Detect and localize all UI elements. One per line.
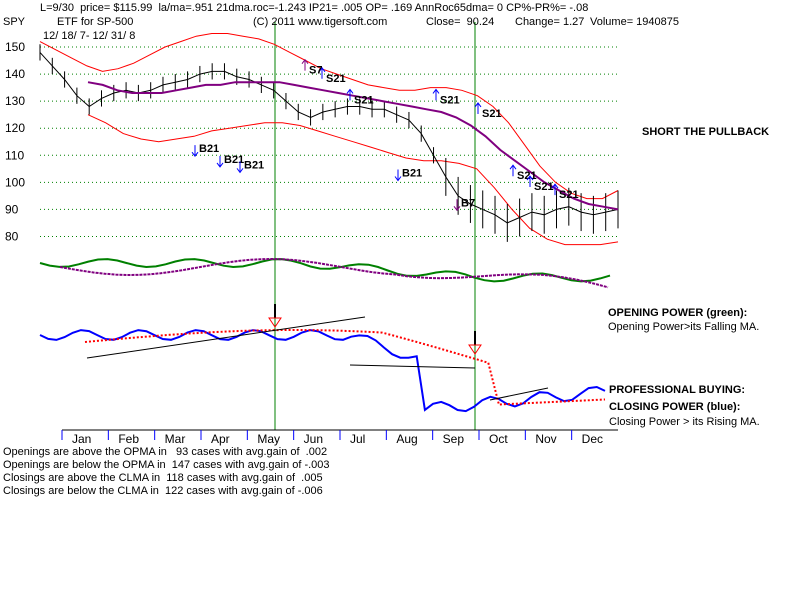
- month-label: Aug: [396, 432, 417, 446]
- sell-arrowhead-icon: [474, 102, 482, 108]
- change-readout: Change= 1.27: [515, 16, 585, 28]
- closing-power-desc: Closing Power > its Rising MA.: [609, 416, 760, 428]
- buy-arrowhead-icon: [216, 162, 224, 168]
- signal-label: S21: [354, 94, 374, 106]
- sell-arrowhead-icon: [346, 88, 354, 94]
- sell-arrowhead-icon: [509, 164, 517, 170]
- month-label: Jun: [304, 432, 323, 446]
- y-tick-label: 140: [5, 67, 25, 81]
- stats-line: Closings are above the CLMA in 118 cases…: [3, 472, 323, 484]
- etf-label: ETF for SP-500: [57, 16, 134, 28]
- trend-line: [86, 316, 366, 359]
- sell-arrowhead-icon: [318, 66, 326, 73]
- signal-label: S21: [326, 73, 346, 85]
- signal-label: S21: [517, 170, 537, 182]
- y-tick-label: 80: [5, 229, 19, 243]
- month-label: Jan: [72, 432, 91, 446]
- trend-line: [489, 387, 549, 401]
- closing-power-ma-line: [84, 329, 606, 406]
- signal-label: S21: [559, 189, 579, 201]
- upper-band-line: [39, 33, 619, 200]
- y-tick-label: 110: [5, 148, 24, 162]
- signal-label: S21: [534, 181, 554, 193]
- buy-arrowhead-icon: [394, 176, 402, 182]
- month-label: Dec: [582, 432, 603, 446]
- buy-arrowhead-icon: [191, 151, 199, 157]
- signal-label: S21: [440, 94, 460, 106]
- date-range: 12/ 18/ 7- 12/ 31/ 8: [43, 30, 136, 42]
- stats-line: Openings are above the OPMA in 93 cases …: [3, 446, 328, 458]
- opening-power-ma-line: [59, 257, 609, 289]
- signal-label: B7: [461, 197, 475, 209]
- sell-arrowhead-icon: [551, 183, 559, 189]
- y-tick-label: 120: [5, 121, 25, 135]
- stats-line: Openings are below the OPMA in 147 cases…: [3, 459, 330, 471]
- signal-label: B21: [402, 168, 422, 180]
- month-label: Oct: [489, 432, 508, 446]
- signal-label: B21: [224, 154, 244, 166]
- volume-readout: Volume= 1940875: [590, 16, 679, 28]
- professional-buying-label: PROFESSIONAL BUYING:: [609, 384, 746, 396]
- sell-arrowhead-icon: [526, 175, 534, 181]
- month-label: Sep: [443, 432, 465, 446]
- y-tick-label: 150: [5, 40, 25, 54]
- lower-band-line: [87, 114, 619, 246]
- header-line-1: L=9/30 price= $115.99 la/ma=.951 21dma.r…: [40, 2, 589, 14]
- close-readout: Close= 90.24: [426, 16, 495, 28]
- moving-average-line: [87, 81, 619, 211]
- ticker-symbol: SPY: [3, 16, 26, 28]
- signal-label: S21: [482, 108, 502, 120]
- month-label: Mar: [165, 432, 186, 446]
- y-tick-label: 130: [5, 94, 25, 108]
- month-label: Nov: [535, 432, 556, 446]
- stats-line: Closings are below the CLMA in 122 cases…: [3, 485, 323, 497]
- opening-power-title: OPENING POWER (green):: [608, 307, 748, 319]
- month-label: Feb: [118, 432, 139, 446]
- closing-power-line: [39, 329, 606, 413]
- signal-label: B21: [199, 143, 219, 155]
- month-label: May: [257, 432, 280, 446]
- trend-line: [349, 364, 476, 369]
- y-tick-label: 90: [5, 202, 19, 216]
- buy-arrowhead-icon: [453, 205, 461, 212]
- month-label: Apr: [211, 432, 230, 446]
- red-triangle-icon: [268, 317, 282, 328]
- signal-label: B21: [244, 159, 264, 171]
- closing-power-title: CLOSING POWER (blue):: [609, 401, 741, 413]
- opening-power-desc: Opening Power>its Falling MA.: [608, 321, 760, 333]
- signal-label: S7: [309, 65, 322, 77]
- month-label: Jul: [350, 432, 365, 446]
- buy-arrowhead-icon: [236, 168, 244, 174]
- red-triangle-icon: [468, 344, 482, 355]
- short-the-pullback-label: SHORT THE PULLBACK: [642, 126, 770, 138]
- copyright-label: (C) 2011 www.tigersoft.com: [253, 16, 388, 28]
- opening-power-line: [39, 258, 611, 283]
- sell-arrowhead-icon: [301, 58, 309, 64]
- sell-arrowhead-icon: [432, 88, 440, 94]
- y-tick-label: 100: [5, 175, 25, 189]
